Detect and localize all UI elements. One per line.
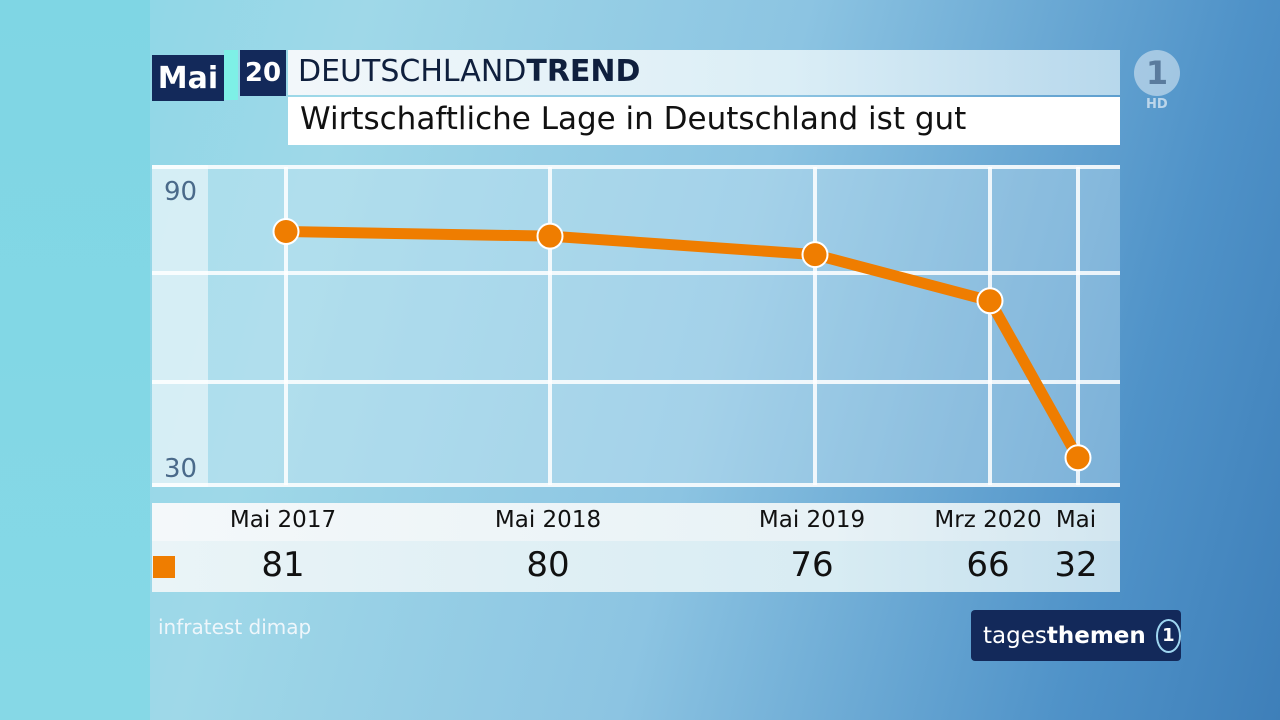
hd-label: HD <box>1146 97 1168 112</box>
data-value-label: 66 <box>966 545 1010 585</box>
y-tick-label: 30 <box>164 454 197 484</box>
data-point <box>536 222 564 250</box>
ard-one-icon: 1 <box>1155 618 1181 653</box>
data-point <box>272 218 300 246</box>
data-value-label: 80 <box>526 545 570 585</box>
date-year-badge: 20 <box>240 50 286 96</box>
tagesthemen-wordmark: tagesthemen <box>983 623 1146 649</box>
source-label: infratest dimap <box>158 615 312 639</box>
x-category-label: Mrz 2020 <box>934 507 1042 533</box>
y-axis-panel <box>152 165 208 487</box>
channel-logo-icon: 1 <box>1134 50 1180 96</box>
title-bold: TREND <box>526 54 641 89</box>
chart-subtitle: Wirtschaftliche Lage in Deutschland ist … <box>300 101 967 137</box>
x-category-label: Mai 2017 <box>229 507 337 533</box>
data-point <box>801 241 829 269</box>
title-light: DEUTSCHLAND <box>298 54 527 89</box>
x-category-label: Mai 2019 <box>758 507 866 533</box>
title-bar <box>288 50 1120 95</box>
x-category-label: Mai 2018 <box>494 507 602 533</box>
x-category-label: Mai <box>1055 507 1097 533</box>
left-accent-strip <box>0 0 150 720</box>
data-point <box>1064 444 1092 472</box>
table-header-row <box>152 503 1120 541</box>
subtitle-bar <box>288 97 1120 145</box>
data-value-label: 81 <box>261 545 305 585</box>
plot-area <box>208 165 1120 487</box>
wordmark-bold: themen <box>1046 622 1146 649</box>
date-month-badge: Mai <box>152 55 224 101</box>
table-value-row <box>152 541 1120 592</box>
data-point <box>976 287 1004 315</box>
legend-swatch <box>153 556 175 578</box>
date-accent-bar <box>224 50 238 100</box>
y-tick-label: 90 <box>164 177 197 207</box>
wordmark-light: tages <box>983 622 1047 649</box>
data-value-label: 76 <box>790 545 834 585</box>
tagesthemen-logo: tagesthemen 1 <box>971 610 1181 661</box>
data-value-label: 32 <box>1054 545 1098 585</box>
line-chart: 90 30 <box>152 165 1120 487</box>
page-title: DEUTSCHLANDTREND <box>298 54 640 89</box>
